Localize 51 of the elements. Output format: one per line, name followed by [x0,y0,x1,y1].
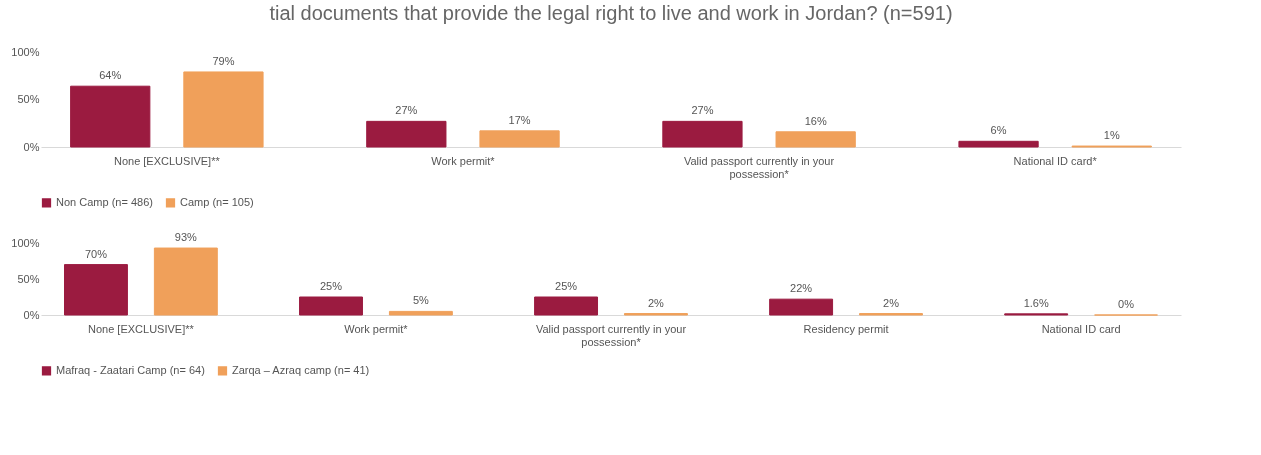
data-label: 70% [84,247,108,260]
data-label: 5% [412,294,430,307]
legend-label: Mafraq - Zaatari Camp (n= 64) [56,363,205,376]
x-tick-label: Residency permit [803,322,889,335]
data-label: 2% [647,296,665,309]
data-label: 2% [883,296,900,309]
data-label: 27% [691,104,714,117]
data-label: 1% [1103,129,1120,142]
data-label: 22% [790,282,813,295]
data-label: 64% [99,69,122,82]
data-label: 1.6% [1023,296,1049,309]
x-tick-label: Work permit* [344,322,409,335]
bar [534,296,599,316]
legend-label: Camp (n= 105) [180,195,254,208]
legend-label: Non Camp (n= 486) [56,195,153,208]
bar [662,120,743,148]
y-tick-label: 0% [23,140,40,153]
bar [153,247,218,316]
bar [775,131,856,148]
x-tick-label: None [EXCLUSIVE]** [88,322,195,335]
data-label: 16% [804,114,827,127]
y-tick-label: 100% [11,236,40,249]
y-tick-label: 100% [11,45,40,58]
y-tick-label: 50% [17,93,40,105]
bar [366,120,447,148]
data-label: 0% [1118,298,1135,310]
x-tick-label: National ID card [1041,322,1121,335]
bar [958,140,1039,148]
data-label: 79% [212,54,235,67]
data-label: 25% [555,280,578,292]
bar [299,296,363,316]
x-tick-label: None [EXCLUSIVE]** [113,154,221,167]
bar [388,310,453,316]
data-label: 27% [395,104,418,117]
x-tick-label: National ID card* [1013,154,1098,167]
chart-title: tial documents that provide the legal right to live and work in Jordan? (n=591) [269,2,953,24]
data-label: 25% [320,280,343,292]
x-tick-label: Valid passport currently in your possession* [683,154,835,180]
data-label: 93% [174,231,198,244]
bar [183,71,264,148]
legend-label: Zarqa – Azraq camp (n= 41) [232,363,370,376]
y-tick-label: 50% [17,272,40,285]
x-tick-label: Work permit* [431,154,496,167]
data-label: 6% [990,124,1007,137]
y-tick-label: 0% [23,308,40,321]
data-label: 17% [508,113,531,126]
bar [64,264,128,316]
bar [70,85,151,148]
bar [769,298,834,316]
bar [479,130,560,148]
x-tick-label: Valid passport currently in your possession* [535,322,687,348]
